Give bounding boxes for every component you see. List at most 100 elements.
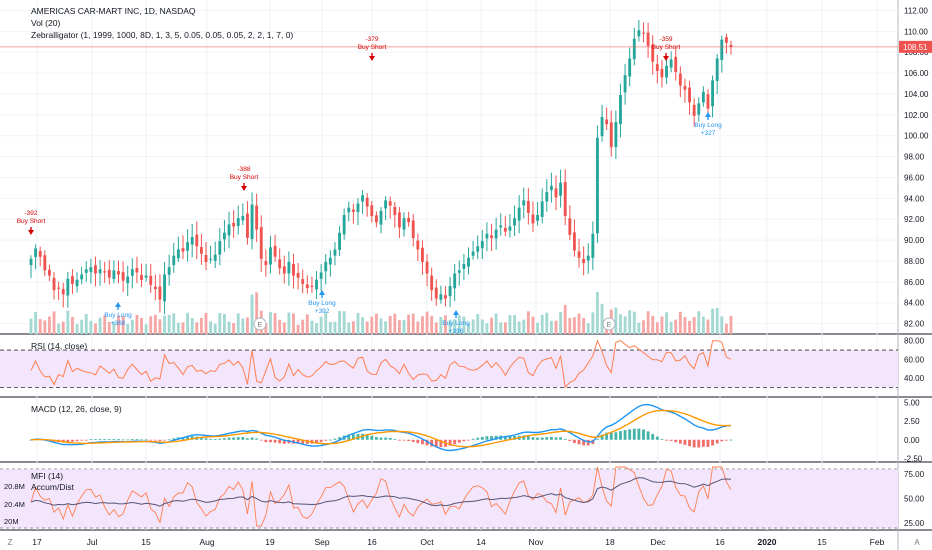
signal-label: Buy Long [442,320,470,327]
volume-bar [430,315,434,334]
candle-body [619,94,622,125]
macd-histogram-bar [628,429,632,440]
candle-body [264,261,268,266]
macd-histogram-bar [241,437,245,440]
signal-label: Buy Short [17,218,46,225]
price-tick-label: 84.00 [904,299,925,308]
volume-bar [549,320,553,334]
volume-bar [117,315,120,334]
macd-histogram-bar [103,438,107,440]
macd-histogram-bar [153,439,157,441]
volume-bar [660,316,664,334]
time-axis-label: 19 [265,537,275,547]
macd-histogram-bar [711,439,715,446]
candle-body [715,58,719,82]
candle-body [490,235,493,238]
volume-bar [596,292,599,334]
volume-bar [706,319,710,334]
zoom-icon[interactable]: Z [8,538,13,547]
volume-bar [545,312,549,334]
time-axis-label: Dec [650,537,666,547]
candle-body [287,261,291,274]
candle-body [572,232,576,251]
macd-histogram-bar [490,436,493,440]
volume-bar [379,318,383,334]
volume-bar [448,319,452,334]
candle-body [89,267,93,272]
candle-body [379,210,383,225]
volume-bar [669,321,673,334]
macd-histogram-bar [89,439,93,441]
macd-histogram-bar [259,439,263,441]
macd-histogram-bar [669,439,673,441]
macd-histogram-bar [397,439,401,441]
candle-body [278,259,282,269]
macd-histogram-bar [338,437,341,440]
volume-bar [508,315,512,334]
candle-body [711,80,715,107]
volume-bar [577,313,581,334]
volume-bar [43,320,47,334]
volume-bar [250,294,254,334]
volume-bar [559,312,563,334]
macd-histogram-bar [213,439,217,440]
candle-body [186,242,190,251]
volume-bar [310,320,314,334]
volume-bar [407,314,411,334]
macd-histogram-bar [646,431,650,440]
macd-histogram-bar [107,439,111,440]
macd-histogram-bar [278,439,282,444]
volume-bar [628,310,632,334]
auto-scale-button[interactable]: A [914,538,920,547]
candle-body [554,188,558,198]
volume-bar [637,322,641,334]
macd-pane-label[interactable]: MACD (12, 26, close, 9) [31,404,122,414]
macd-histogram-bar [324,439,328,441]
mfi-pane-label[interactable]: MFI (14) [31,471,64,481]
volume-indicator-label[interactable]: Vol (20) [31,18,61,28]
macd-histogram-bar [319,439,323,442]
candle-body [181,248,185,252]
macd-histogram-bar [296,439,300,444]
rsi-pane-label[interactable]: RSI (14, close) [31,341,88,351]
macd-histogram-bar [269,439,272,443]
candle-body [480,241,484,249]
candle-body [508,226,512,231]
macd-histogram-bar [678,439,682,444]
macd-histogram-bar [227,437,231,440]
signal-arrow-up [115,302,121,307]
candle-body [462,264,466,269]
price-tick-label: 82.00 [904,320,925,329]
volume-bar [315,323,318,334]
candle-body [34,248,38,257]
candle-body [457,270,461,273]
candle-body [563,182,567,217]
macd-histogram-bar [246,438,249,440]
candle-body [273,245,277,257]
macd-histogram-bar [688,439,691,447]
volume-bar [301,319,305,334]
candle-body [701,91,705,103]
accum-dist-pane-label[interactable]: Accum/Dist [31,482,74,492]
macd-histogram-bar [619,431,622,440]
candle-body [692,104,696,116]
price-tick-label: 100.00 [904,132,929,141]
macd-histogram-bar [724,439,728,441]
volume-bar [457,315,461,334]
macd-histogram-bar [130,439,134,440]
accum-dist-tick-label: 20M [4,517,19,526]
volume-bar [720,316,724,334]
zebralligator-indicator-label[interactable]: Zebralligator (1, 1999, 1000, 8D, 1, 3, … [31,30,294,40]
volume-bar [711,308,715,334]
signal-value: +368 [111,320,126,327]
candle-body [374,215,378,223]
macd-histogram-bar [384,437,388,440]
macd-histogram-bar [540,437,544,440]
volume-bar [176,322,180,334]
volume-bar [499,322,503,334]
mfi-tick-label: 25.00 [904,519,925,528]
volume-bar [140,317,143,334]
candle-body [57,287,61,289]
candle-body [292,263,295,276]
candle-body [107,269,111,278]
